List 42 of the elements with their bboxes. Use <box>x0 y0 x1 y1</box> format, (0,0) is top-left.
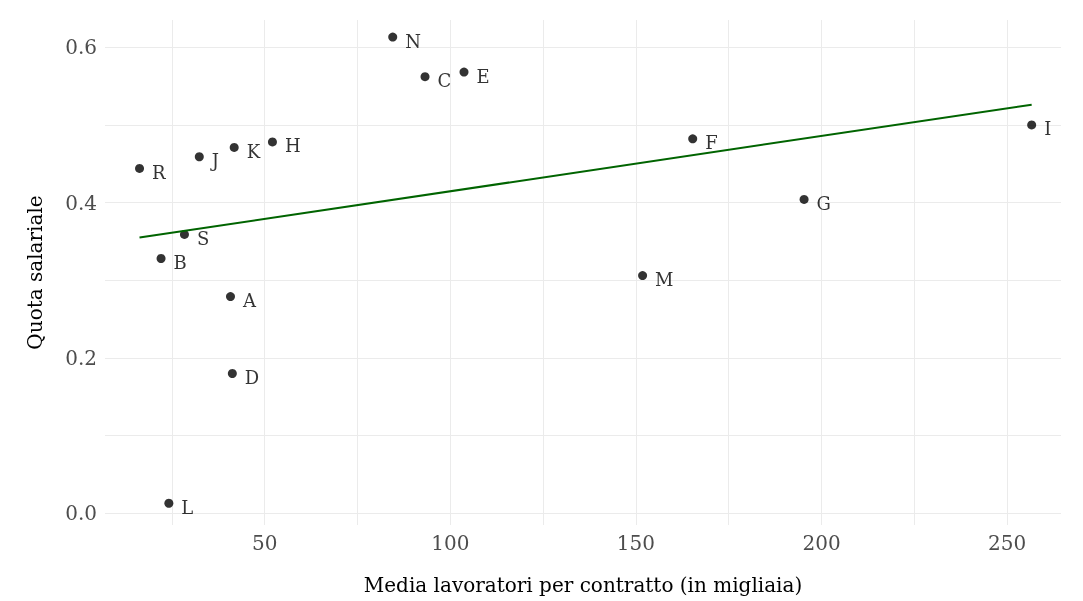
point <box>135 163 145 173</box>
x-tick-label: 150 <box>616 531 655 555</box>
data-label: H <box>284 135 301 157</box>
point <box>688 134 698 144</box>
data-label: C <box>437 70 452 92</box>
data-label: R <box>152 161 167 183</box>
data-label: I <box>1044 118 1052 140</box>
point <box>420 72 430 82</box>
data-label: K <box>246 140 261 162</box>
point <box>164 498 174 508</box>
point <box>156 254 166 264</box>
x-tick-label: 200 <box>802 531 841 555</box>
data-label: G <box>816 192 831 214</box>
y-tick-label: 0.6 <box>65 35 97 60</box>
data-label: A <box>241 290 257 312</box>
point <box>388 32 398 42</box>
data-label: L <box>181 496 194 518</box>
point <box>1027 120 1037 130</box>
point <box>226 292 235 302</box>
x-tick-label: 250 <box>988 531 1027 555</box>
x-tick-label: 100 <box>431 531 470 555</box>
data-label: F <box>705 132 718 154</box>
point <box>459 67 469 77</box>
point <box>799 194 809 204</box>
data-label: D <box>244 367 260 388</box>
y-tick-label: 0.4 <box>65 190 97 215</box>
y-tick-label: 0.2 <box>65 345 97 370</box>
point <box>267 137 277 147</box>
point <box>638 271 648 281</box>
y-tick-label: 0.0 <box>65 501 97 526</box>
point <box>194 152 204 162</box>
data-label: E <box>476 65 490 87</box>
point <box>227 369 237 378</box>
point <box>229 142 239 152</box>
data-label: M <box>655 269 674 291</box>
data-label: S <box>196 227 210 249</box>
data-label: B <box>173 252 187 274</box>
data-label: N <box>405 30 421 52</box>
x-axis-title: Media lavoratori per contratto (in migliaia) <box>363 573 803 597</box>
data-label: J <box>209 150 220 172</box>
y-axis-title: Quota salariale <box>23 195 47 350</box>
x-tick-label: 50 <box>251 531 278 555</box>
